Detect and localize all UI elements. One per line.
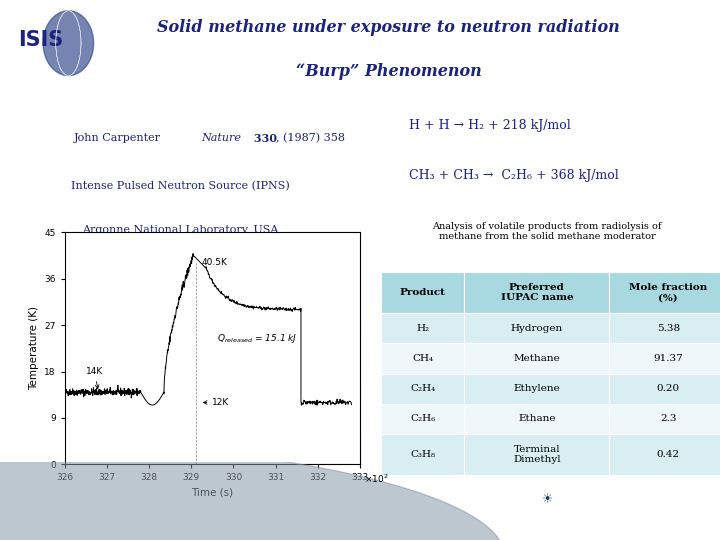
Bar [382, 313, 464, 343]
Text: Hydrogen: Hydrogen [510, 323, 563, 333]
Text: C₃H₈: C₃H₈ [410, 450, 436, 459]
Text: Ethane: Ethane [518, 415, 556, 423]
Text: 2.3: 2.3 [660, 415, 676, 423]
Bar [382, 272, 464, 313]
Text: 330: 330 [250, 133, 276, 144]
Bar [382, 343, 464, 374]
Text: $Q_{released}$ = 15.1 kJ: $Q_{released}$ = 15.1 kJ [217, 332, 297, 345]
Bar [609, 313, 720, 343]
Bar [464, 434, 609, 475]
Bar [382, 434, 464, 475]
Text: Argonne National Laboratory, USA: Argonne National Laboratory, USA [82, 225, 278, 235]
Bar [464, 313, 609, 343]
Bar [609, 272, 720, 313]
Text: C₂H₆: C₂H₆ [410, 415, 436, 423]
Bar [464, 343, 609, 374]
Text: Facilities Council: Facilities Council [641, 508, 711, 517]
Text: H + H → H₂ + 218 kJ/mol: H + H → H₂ + 218 kJ/mol [409, 119, 571, 132]
Bar [464, 374, 609, 404]
Text: $\times10^2$: $\times10^2$ [364, 472, 388, 485]
X-axis label: Time (s): Time (s) [192, 488, 233, 498]
Text: Science & Technology: Science & Technology [641, 489, 720, 497]
Text: John Carpenter: John Carpenter [74, 133, 164, 143]
Text: CH₃ + CH₃ →  C₂H₆ + 368 kJ/mol: CH₃ + CH₃ → C₂H₆ + 368 kJ/mol [409, 168, 618, 181]
Bar [609, 343, 720, 374]
Text: 0.20: 0.20 [657, 384, 680, 393]
Text: H₂: H₂ [416, 323, 429, 333]
Bar [382, 404, 464, 434]
Text: “Burp” Phenomenon: “Burp” Phenomenon [296, 63, 482, 79]
Text: ☀: ☀ [541, 493, 553, 506]
Text: Intense Pulsed Neutron Source (IPNS): Intense Pulsed Neutron Source (IPNS) [71, 181, 289, 191]
Text: , (1987) 358: , (1987) 358 [276, 133, 345, 143]
Text: Ethylene: Ethylene [513, 384, 560, 393]
Bar [382, 374, 464, 404]
Text: 5.38: 5.38 [657, 323, 680, 333]
Y-axis label: Temperature (K): Temperature (K) [29, 306, 39, 390]
Polygon shape [505, 485, 647, 514]
Text: 91.37: 91.37 [653, 354, 683, 363]
Text: Analysis of volatile products from radiolysis of
methane from the solid methane : Analysis of volatile products from radio… [433, 222, 662, 241]
Text: Mole fraction
(%): Mole fraction (%) [629, 283, 707, 302]
Bar [464, 404, 609, 434]
Bar [609, 434, 720, 475]
Bar [609, 374, 720, 404]
Text: ISIS: ISIS [18, 30, 63, 50]
Text: 12K: 12K [204, 398, 230, 407]
Text: Preferred
IUPAC name: Preferred IUPAC name [500, 283, 573, 302]
Text: 14K: 14K [86, 367, 103, 388]
Text: 40.5K: 40.5K [202, 258, 228, 267]
Bar [464, 272, 609, 313]
Text: Solid methane under exposure to neutron radiation: Solid methane under exposure to neutron … [158, 19, 620, 36]
Text: CH₄: CH₄ [413, 354, 433, 363]
Bar [609, 404, 720, 434]
Polygon shape [43, 11, 94, 76]
Text: 0.42: 0.42 [657, 450, 680, 459]
Text: Terminal
Dimethyl: Terminal Dimethyl [513, 445, 561, 464]
Text: Methane: Methane [513, 354, 560, 363]
Text: Nature: Nature [202, 133, 241, 143]
Text: Product: Product [400, 288, 446, 297]
Text: C₂H₄: C₂H₄ [410, 384, 436, 393]
